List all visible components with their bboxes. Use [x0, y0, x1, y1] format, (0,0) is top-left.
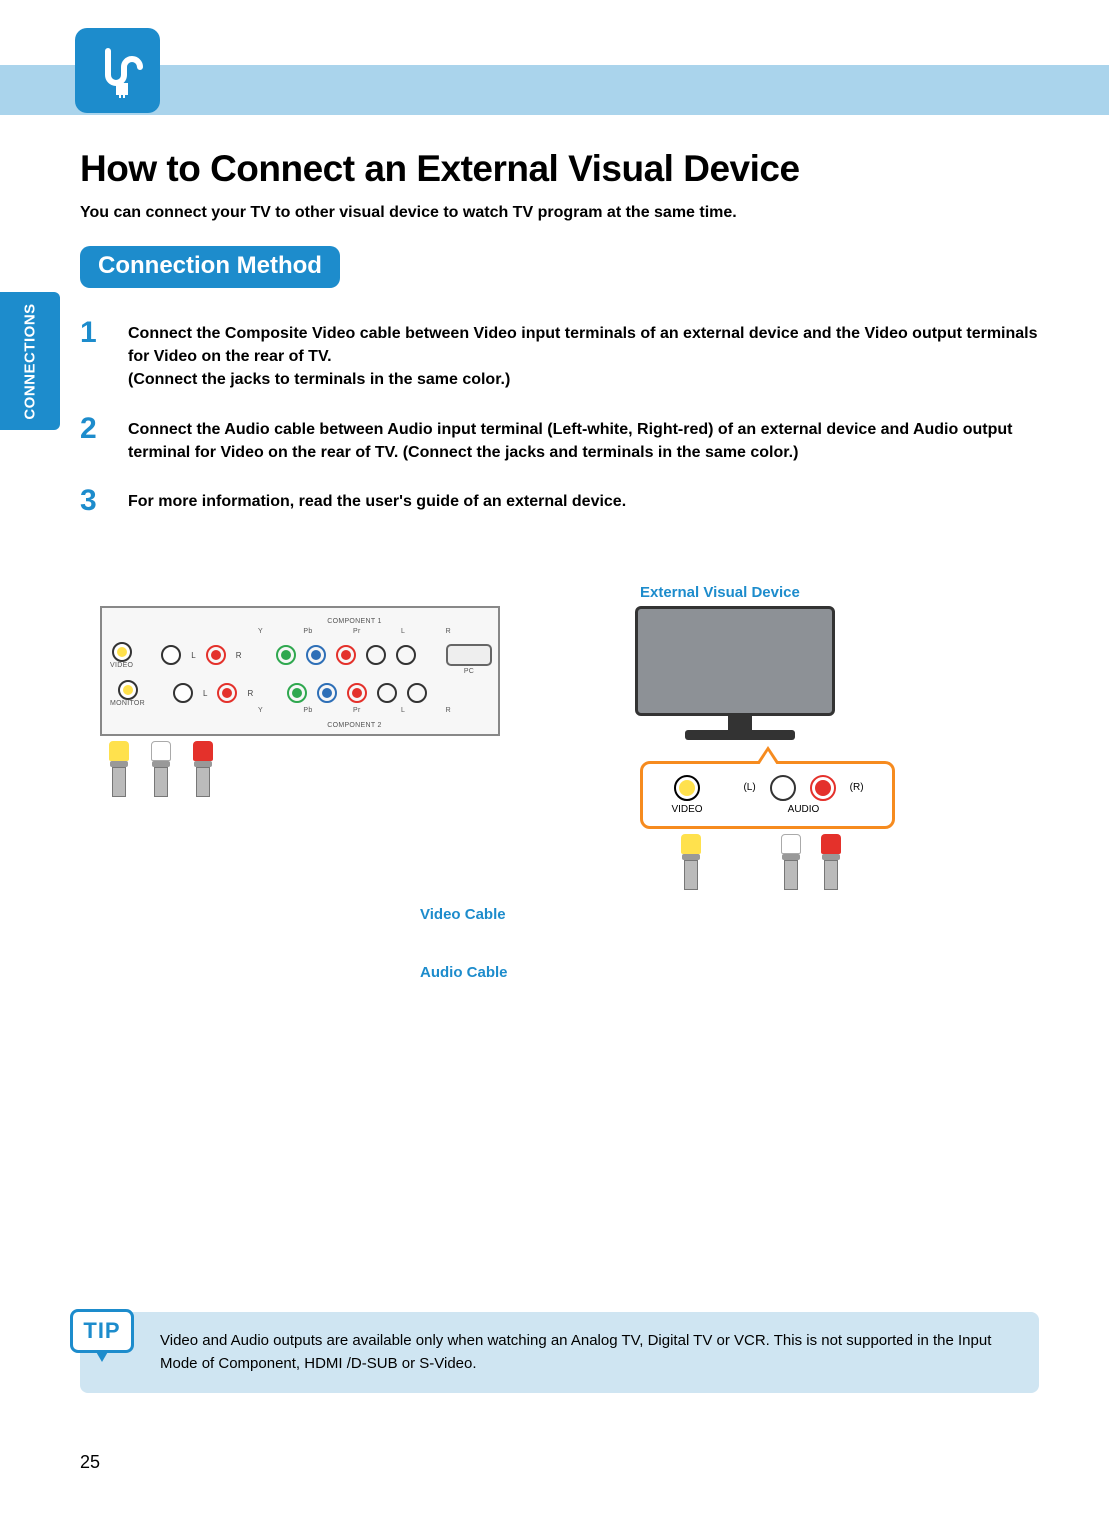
video-port-label: VIDEO [110, 662, 133, 669]
tv-back-panel: COMPONENT 1 Y Pb Pr L R VIDEO L [100, 606, 500, 736]
video-cable-label: Video Cable [420, 906, 506, 923]
tip-text: Video and Audio outputs are available on… [160, 1332, 991, 1372]
step-text: Connect the Composite Video cable betwee… [128, 318, 1039, 392]
external-monitor [635, 606, 845, 746]
video-plug-ext [680, 834, 702, 894]
video-plug-tv [108, 741, 130, 801]
step: 1 Connect the Composite Video cable betwe… [80, 318, 1039, 392]
comp-l: L [401, 628, 405, 635]
side-tab-label: CONNECTIONS [22, 303, 39, 419]
c2-r: R [446, 707, 451, 714]
comp-r: R [446, 628, 451, 635]
monitor-input-callout: VIDEO (L) (R) AUDIO [640, 761, 895, 829]
content: How to Connect an External Visual Device… [80, 148, 1039, 1096]
component2-label: COMPONENT 2 [327, 722, 382, 729]
step: 3 For more information, read the user's g… [80, 486, 1039, 516]
audio-l-plug-ext [780, 834, 802, 894]
c2-pb: Pb [303, 707, 312, 714]
step: 2 Connect the Audio cable between Audio i… [80, 414, 1039, 464]
callout-r: (R) [850, 782, 864, 793]
c2-pr: Pr [353, 707, 361, 714]
audio-l-plug-tv [150, 741, 172, 801]
comp-pr: Pr [353, 628, 361, 635]
chapter-icon [75, 28, 160, 113]
r-label: R [236, 651, 242, 660]
callout-video-label: VIDEO [671, 804, 702, 815]
step-number: 1 [80, 318, 104, 348]
audio-cable-label: Audio Cable [420, 964, 508, 981]
vga-port [446, 644, 492, 666]
connection-diagram: External Visual Device COMPONENT 1 Y Pb … [80, 576, 1039, 1096]
step-text: For more information, read the user's gu… [128, 486, 626, 513]
step-number: 2 [80, 414, 104, 444]
intro-text: You can connect your TV to other visual … [80, 204, 1039, 222]
comp-y: Y [258, 628, 263, 635]
step-text: Connect the Audio cable between Audio in… [128, 414, 1039, 464]
component1-label: COMPONENT 1 [327, 618, 382, 625]
tip-badge: TIP [70, 1309, 134, 1353]
page-title: How to Connect an External Visual Device [80, 148, 1039, 190]
header-band [0, 65, 1109, 115]
step-number: 3 [80, 486, 104, 516]
c2-y: Y [258, 707, 263, 714]
audio-r-plug-ext [820, 834, 842, 894]
callout-audio-label: AUDIO [788, 804, 820, 815]
external-device-label: External Visual Device [640, 584, 800, 601]
section-heading: Connection Method [80, 246, 340, 288]
side-tab: CONNECTIONS [0, 292, 60, 430]
tip-box: Video and Audio outputs are available on… [80, 1312, 1039, 1393]
steps-list: 1 Connect the Composite Video cable betwe… [80, 318, 1039, 516]
l-label: L [191, 651, 195, 660]
r-label2: R [247, 689, 253, 698]
comp-pb: Pb [303, 628, 312, 635]
callout-l: (L) [743, 782, 755, 793]
pc-label: PC [464, 668, 474, 675]
monitor-port-label: MONITOR [110, 700, 145, 707]
tip-badge-label: TIP [83, 1318, 120, 1344]
l-label2: L [203, 689, 207, 698]
audio-r-plug-tv [192, 741, 214, 801]
c2-l: L [401, 707, 405, 714]
page-number: 25 [80, 1452, 100, 1473]
